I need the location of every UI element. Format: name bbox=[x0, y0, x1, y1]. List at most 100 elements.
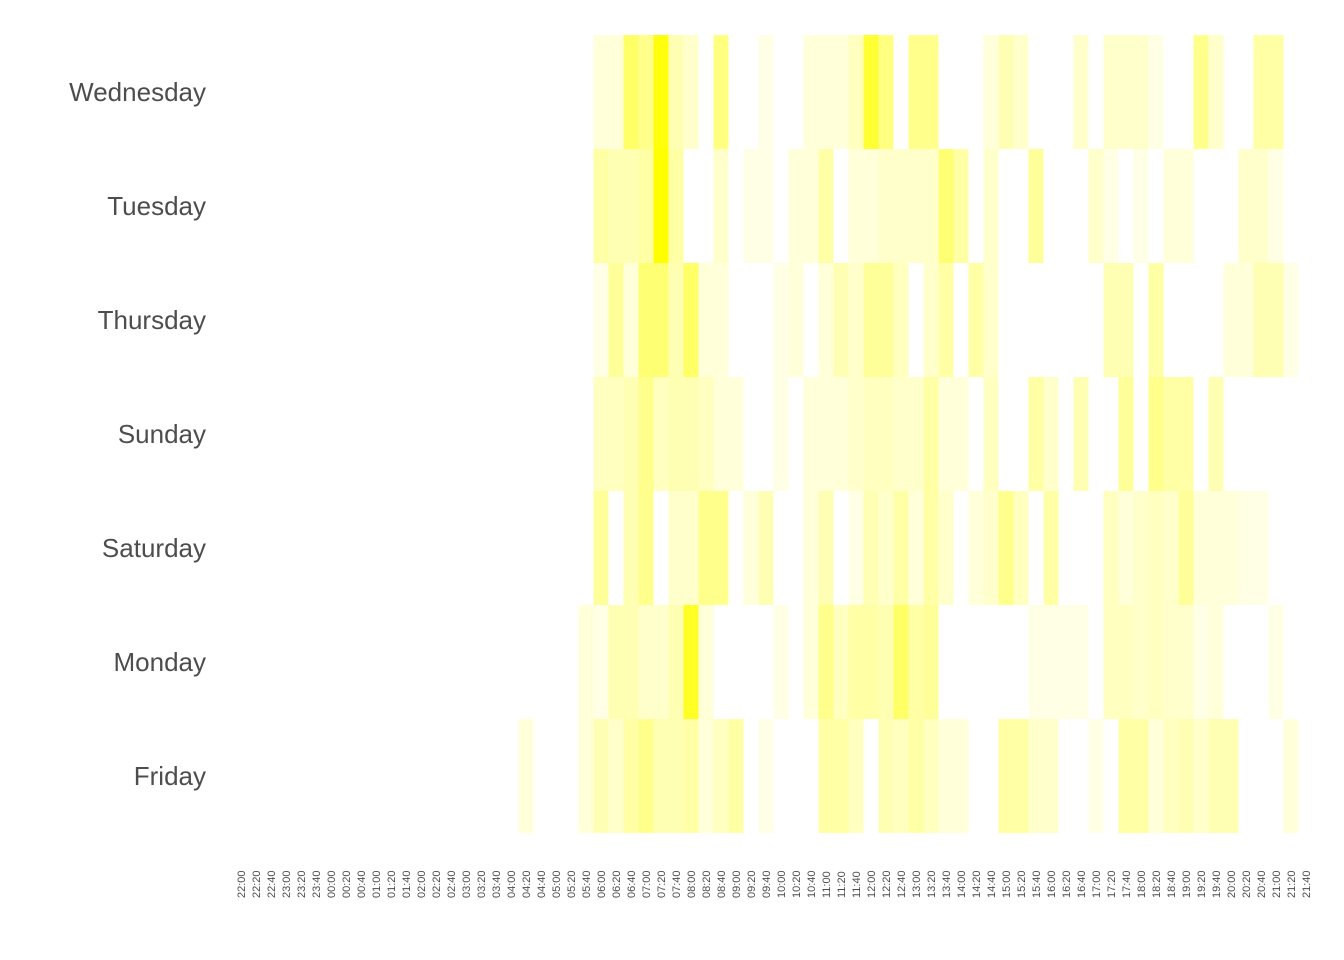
heatmap-cell-monday-1220 bbox=[878, 605, 894, 719]
heatmap-cell-saturday-1840 bbox=[1163, 491, 1179, 605]
heatmap-cell-thursday-1820 bbox=[1148, 263, 1164, 377]
x-tick-label: 02:20 bbox=[431, 870, 443, 898]
heatmap-cell-wednesday-1440 bbox=[983, 35, 999, 149]
x-tick-label: 03:20 bbox=[476, 870, 488, 898]
x-tick-label: 04:20 bbox=[521, 870, 533, 898]
x-tick-label: 02:00 bbox=[416, 870, 428, 898]
x-tick-label: 23:20 bbox=[296, 870, 308, 898]
heatmap-cell-saturday-0740 bbox=[668, 491, 684, 605]
heatmap-cell-monday-0720 bbox=[653, 605, 669, 719]
heatmap-cell-wednesday-1740 bbox=[1118, 35, 1134, 149]
heatmap-cells bbox=[518, 35, 1299, 833]
heatmap-cell-wednesday-1300 bbox=[908, 35, 924, 149]
x-tick-label: 12:20 bbox=[881, 870, 893, 898]
heatmap-cell-tuesday-1100 bbox=[818, 149, 834, 263]
x-tick-label: 03:00 bbox=[461, 870, 473, 898]
heatmap-cell-friday-2000 bbox=[1223, 719, 1239, 833]
heatmap-cell-tuesday-1440 bbox=[983, 149, 999, 263]
x-tick-label: 06:40 bbox=[626, 870, 638, 898]
heatmap-cell-friday-0940 bbox=[758, 719, 774, 833]
heatmap-cell-saturday-2040 bbox=[1253, 491, 1269, 605]
heatmap-cell-sunday-0700 bbox=[638, 377, 654, 491]
heatmap-cell-friday-0700 bbox=[638, 719, 654, 833]
heatmap-cell-sunday-0720 bbox=[653, 377, 669, 491]
heatmap-cell-friday-1820 bbox=[1148, 719, 1164, 833]
heatmap-cell-tuesday-2040 bbox=[1253, 149, 1269, 263]
heatmap-cell-thursday-1100 bbox=[818, 263, 834, 377]
x-tick-label: 13:40 bbox=[941, 870, 953, 898]
heatmap-cell-wednesday-1100 bbox=[818, 35, 834, 149]
x-tick-label: 07:20 bbox=[656, 870, 668, 898]
heatmap-cell-sunday-0740 bbox=[668, 377, 684, 491]
x-tick-label: 15:40 bbox=[1031, 870, 1043, 898]
y-label-saturday: Saturday bbox=[102, 533, 206, 563]
heatmap-cell-friday-1120 bbox=[833, 719, 849, 833]
heatmap-cell-wednesday-1640 bbox=[1073, 35, 1089, 149]
heatmap-cell-tuesday-2020 bbox=[1238, 149, 1254, 263]
x-tick-label: 23:40 bbox=[311, 870, 323, 898]
heatmap-cell-saturday-0640 bbox=[623, 491, 639, 605]
heatmap-cell-sunday-0600 bbox=[593, 377, 609, 491]
heatmap-cell-sunday-1240 bbox=[893, 377, 909, 491]
heatmap-cell-tuesday-1340 bbox=[938, 149, 954, 263]
heatmap-cell-tuesday-1200 bbox=[863, 149, 879, 263]
heatmap-cell-friday-2120 bbox=[1283, 719, 1299, 833]
heatmap-cell-monday-0700 bbox=[638, 605, 654, 719]
heatmap-cell-sunday-0800 bbox=[683, 377, 699, 491]
x-tick-label: 05:00 bbox=[551, 870, 563, 898]
heatmap-cell-sunday-1300 bbox=[908, 377, 924, 491]
heatmap-cell-saturday-1900 bbox=[1178, 491, 1194, 605]
heatmap-cell-sunday-1540 bbox=[1028, 377, 1044, 491]
heatmap-cell-friday-0740 bbox=[668, 719, 684, 833]
heatmap-cell-sunday-0840 bbox=[713, 377, 729, 491]
heatmap-cell-monday-1840 bbox=[1163, 605, 1179, 719]
x-tick-label: 06:00 bbox=[596, 870, 608, 898]
heatmap-cell-tuesday-1300 bbox=[908, 149, 924, 263]
x-tick-label: 02:40 bbox=[446, 870, 458, 898]
heatmap-cell-sunday-1640 bbox=[1073, 377, 1089, 491]
x-tick-label: 13:00 bbox=[911, 870, 923, 898]
x-tick-label: 04:00 bbox=[506, 870, 518, 898]
x-tick-label: 08:00 bbox=[686, 870, 698, 898]
heatmap-cell-friday-0420 bbox=[518, 719, 534, 833]
x-tick-label: 20:20 bbox=[1241, 870, 1253, 898]
heatmap-cell-tuesday-1540 bbox=[1028, 149, 1044, 263]
heatmap-cell-thursday-2100 bbox=[1268, 263, 1284, 377]
heatmap-cell-friday-0540 bbox=[578, 719, 594, 833]
x-tick-label: 16:20 bbox=[1061, 870, 1073, 898]
heatmap-cell-tuesday-1020 bbox=[788, 149, 804, 263]
heatmap-cell-thursday-1720 bbox=[1103, 263, 1119, 377]
heatmap-cell-thursday-2040 bbox=[1253, 263, 1269, 377]
x-tick-label: 22:20 bbox=[251, 870, 263, 898]
heatmap-cell-wednesday-1120 bbox=[833, 35, 849, 149]
x-tick-label: 19:40 bbox=[1211, 870, 1223, 898]
heatmap-cell-monday-1200 bbox=[863, 605, 879, 719]
heatmap-cell-tuesday-1220 bbox=[878, 149, 894, 263]
heatmap-cell-sunday-1840 bbox=[1163, 377, 1179, 491]
heatmap-cell-sunday-1100 bbox=[818, 377, 834, 491]
y-label-monday: Monday bbox=[114, 647, 207, 677]
heatmap-cell-friday-1740 bbox=[1118, 719, 1134, 833]
x-tick-label: 10:20 bbox=[791, 870, 803, 898]
x-tick-label: 08:20 bbox=[701, 870, 713, 898]
x-tick-label: 15:20 bbox=[1016, 870, 1028, 898]
heatmap-cell-saturday-0820 bbox=[698, 491, 714, 605]
x-tick-label: 22:00 bbox=[236, 870, 248, 898]
heatmap-cell-saturday-1340 bbox=[938, 491, 954, 605]
heatmap-cell-tuesday-1320 bbox=[923, 149, 939, 263]
heatmap-cell-tuesday-1720 bbox=[1103, 149, 1119, 263]
heatmap-cell-thursday-1440 bbox=[983, 263, 999, 377]
x-tick-label: 04:40 bbox=[536, 870, 548, 898]
heatmap-cell-friday-0640 bbox=[623, 719, 639, 833]
heatmap-cell-tuesday-0920 bbox=[743, 149, 759, 263]
heatmap-cell-saturday-1800 bbox=[1133, 491, 1149, 605]
heatmap-cell-wednesday-0620 bbox=[608, 35, 624, 149]
heatmap-cell-tuesday-1840 bbox=[1163, 149, 1179, 263]
x-tick-label: 14:20 bbox=[971, 870, 983, 898]
heatmap-cell-friday-1600 bbox=[1043, 719, 1059, 833]
heatmap-cell-monday-1740 bbox=[1118, 605, 1134, 719]
heatmap-cell-saturday-1440 bbox=[983, 491, 999, 605]
heatmap-cell-saturday-1520 bbox=[1013, 491, 1029, 605]
heatmap-cell-monday-1620 bbox=[1058, 605, 1074, 719]
heatmap-cell-saturday-1820 bbox=[1148, 491, 1164, 605]
